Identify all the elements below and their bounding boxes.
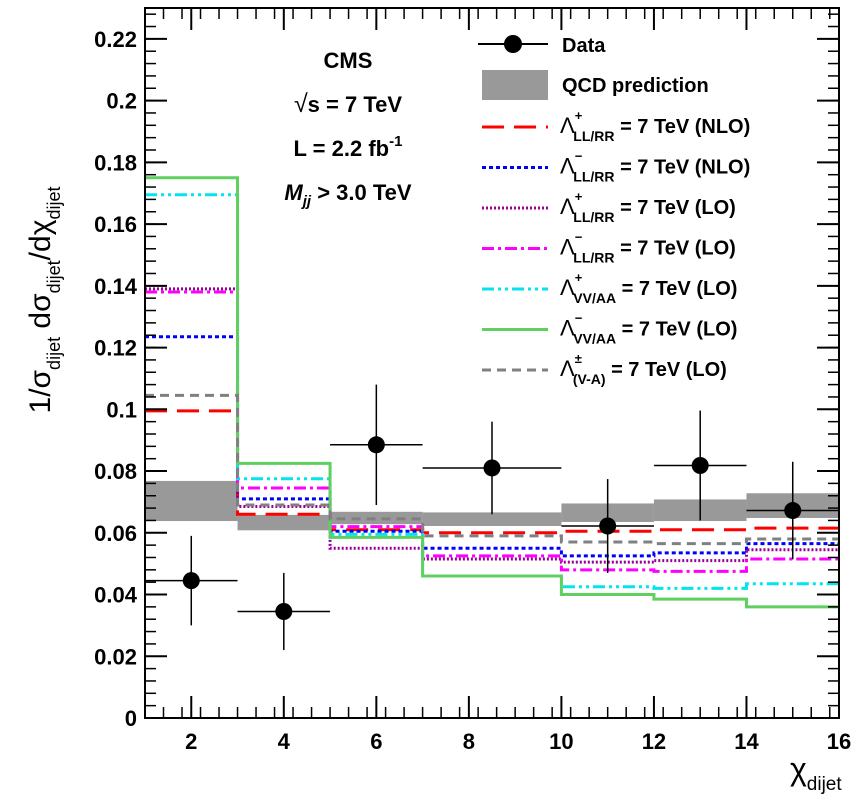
mass-cut-label: Mjj > 3.0 TeV — [284, 180, 411, 210]
data-point — [275, 603, 293, 620]
series-layer — [145, 176, 839, 609]
legend-series-label: Λ− VV/AA = 7 TeV (LO) — [560, 311, 737, 347]
x-tick-label: 12 — [642, 729, 666, 754]
y-tick-label: 0.2 — [106, 89, 137, 114]
legend-data-label: Data — [562, 35, 606, 57]
x-tick-label: 14 — [734, 729, 759, 754]
luminosity-label: L = 2.2 fb-1 — [294, 133, 403, 161]
y-tick-label: 0.1 — [106, 397, 137, 422]
series-line-6 — [145, 176, 839, 609]
legend-qcd-swatch — [482, 70, 548, 100]
y-tick-label: 0 — [125, 706, 137, 731]
x-tick-label: 10 — [549, 729, 573, 754]
data-point — [691, 456, 709, 474]
y-tick-label: 0.04 — [94, 583, 138, 608]
legend-qcd-label: QCD prediction — [562, 75, 709, 97]
series-line-2 — [145, 335, 839, 558]
energy-label: √s = 7 TeV — [294, 90, 402, 118]
y-tick-label: 0.14 — [94, 274, 138, 299]
y-tick-label: 0.18 — [94, 150, 137, 175]
y-tick-label: 0.06 — [94, 521, 137, 546]
y-tick-label: 0.16 — [94, 212, 137, 237]
legend-data-marker — [504, 35, 522, 53]
plot-frame — [144, 7, 840, 719]
x-tick-label: 2 — [185, 729, 197, 754]
experiment-label: CMS — [324, 48, 373, 73]
ticks-layer: 0 0.02 0.04 0.06 0.08 0.1 0.12 0.14 0.16 0.18 0.2 0… — [94, 8, 851, 754]
y-tick-label: 0.12 — [94, 336, 137, 361]
legend-series-label: Λ+ VV/AA = 7 TeV (LO) — [560, 270, 737, 306]
series-line-7 — [145, 393, 839, 546]
data-point — [483, 459, 501, 477]
y-axis-label: 1/σdijet dσdijet/dχdijet — [24, 187, 64, 414]
data-point — [367, 436, 385, 454]
legend: Data QCD prediction Λ+ LL/RR = 7 TeV (NLO… — [478, 35, 750, 387]
y-tick-label: 0.02 — [94, 644, 137, 669]
annotation-block: CMS √s = 7 TeV L = 2.2 fb-1 Mjj > 3.0 Te… — [284, 48, 411, 210]
legend-series-label: Λ− LL/RR = 7 TeV (LO) — [560, 230, 736, 266]
series-line-1 — [145, 409, 839, 535]
qcd-band-bin — [330, 511, 423, 525]
legend-series-label: Λ+ LL/RR = 7 TeV (LO) — [560, 189, 736, 225]
legend-series-label: Λ− LL/RR = 7 TeV (NLO) — [560, 149, 750, 185]
legend-series-label: Λ+ LL/RR = 7 TeV (NLO) — [560, 108, 750, 144]
legend-series-label: Λ± (V-A) = 7 TeV (LO) — [560, 351, 727, 387]
series-line-4 — [145, 290, 839, 573]
qcd-band-bin — [145, 480, 238, 522]
data-point — [599, 517, 617, 535]
qcd-band-bin — [422, 512, 562, 526]
x-axis-label: χdijet — [790, 751, 842, 795]
x-tick-label: 8 — [463, 729, 475, 754]
legend-series-entries: Λ+ LL/RR = 7 TeV (NLO) Λ− LL/RR = 7 TeV (NL… — [482, 108, 750, 387]
legend-entry-data: Data — [478, 35, 606, 57]
data-point — [784, 502, 802, 520]
x-tick-label: 4 — [278, 729, 291, 754]
y-tick-label: 0.22 — [94, 27, 137, 52]
x-tick-label: 16 — [827, 729, 851, 754]
data-point — [182, 572, 200, 590]
data-points-layer — [145, 384, 839, 651]
qcd-band-bin — [237, 514, 331, 531]
x-tick-label: 6 — [370, 729, 382, 754]
y-tick-label: 0.08 — [94, 459, 137, 484]
legend-entry-qcd: QCD prediction — [482, 70, 709, 100]
series-line-3 — [145, 287, 839, 564]
